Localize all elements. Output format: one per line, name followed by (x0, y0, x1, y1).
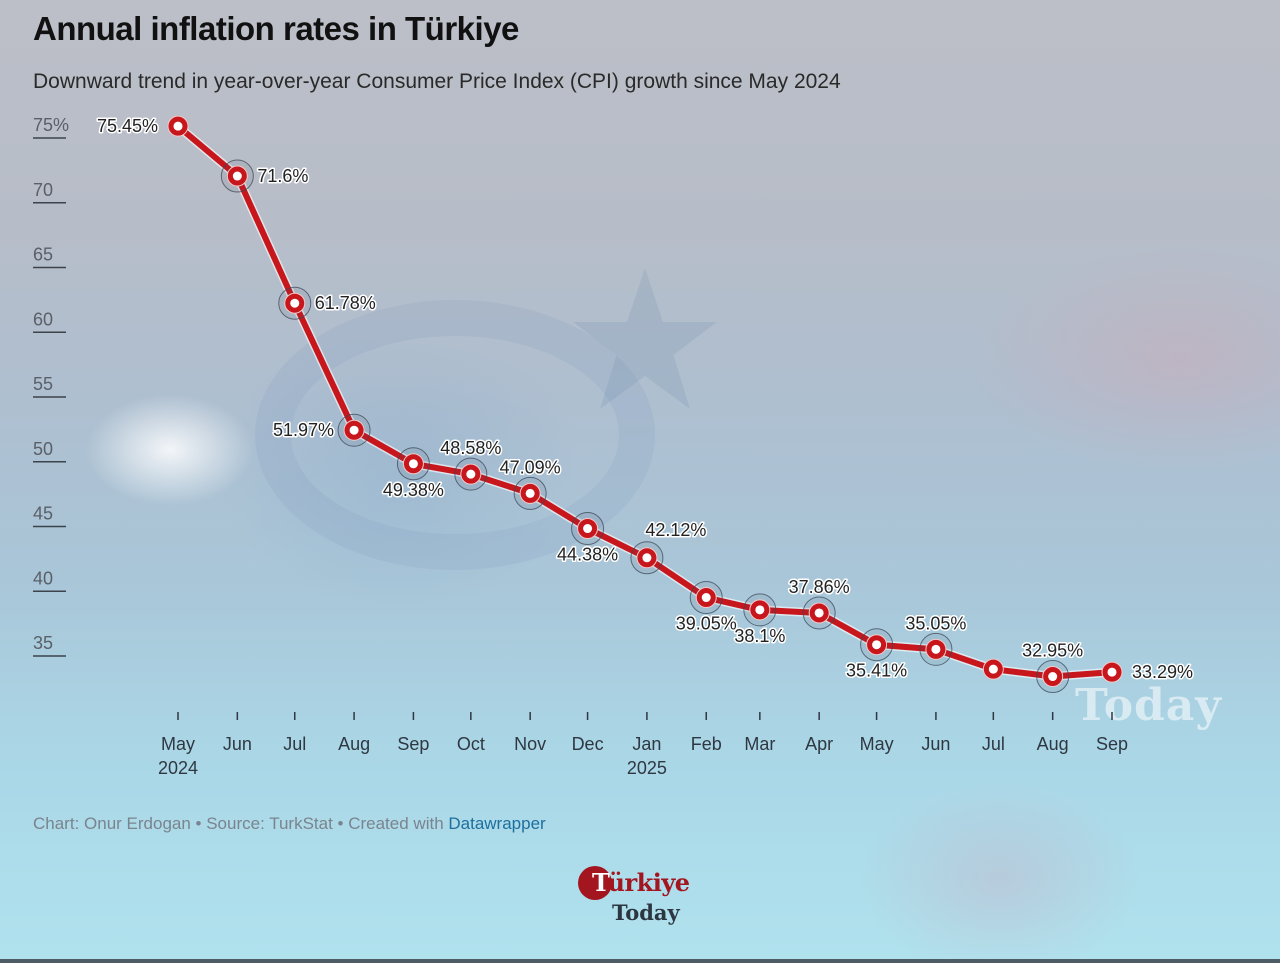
chart-subtitle: Downward trend in year-over-year Consume… (33, 70, 841, 93)
x-tick-label: Feb (691, 734, 722, 754)
logo-brand-rest: ürkiye (607, 868, 691, 897)
data-label: 38.1% (734, 626, 785, 646)
data-point[interactable] (802, 596, 836, 630)
data-point[interactable] (1101, 661, 1123, 683)
x-tick-label: Dec (572, 734, 604, 754)
y-tick-label: 65 (33, 245, 53, 265)
data-point[interactable] (396, 447, 430, 481)
data-label: 42.12% (645, 520, 706, 540)
y-tick-label: 70 (33, 180, 53, 200)
point-marker-center (173, 121, 183, 131)
x-tick-label: Sep (397, 734, 429, 754)
y-tick-label: 45 (33, 504, 53, 524)
x-tick-label: Sep (1096, 734, 1128, 754)
turkiye-today-logo[interactable]: Türkiye Today (578, 866, 708, 932)
data-label: 51.97% (273, 420, 334, 440)
point-marker-center (1048, 672, 1058, 682)
point-marker-center (232, 171, 242, 181)
data-point[interactable] (513, 476, 547, 510)
data-point[interactable] (220, 159, 254, 193)
point-marker-center (466, 469, 476, 479)
data-label: 37.86% (789, 577, 850, 597)
x-tick-label: Jul (982, 734, 1005, 754)
series-cpi (167, 115, 1123, 694)
data-label: 32.95% (1022, 641, 1083, 661)
data-point[interactable] (919, 632, 953, 666)
data-point[interactable] (982, 658, 1004, 680)
data-label: 39.05% (676, 614, 737, 634)
x-tick-label: May (860, 734, 894, 754)
y-tick-label: 55 (33, 374, 53, 394)
x-tick-year-label: 2025 (627, 758, 667, 778)
data-point[interactable] (743, 593, 777, 627)
series-line (176, 123, 1113, 680)
x-tick-label: Aug (1037, 734, 1069, 754)
data-label: 75.45% (97, 116, 158, 136)
point-marker-center (931, 644, 941, 654)
x-tick-year-label: 2024 (158, 758, 198, 778)
data-point[interactable] (278, 286, 312, 320)
y-tick-label: 35 (33, 633, 53, 653)
logo-brand: Türkiye (592, 868, 690, 897)
logo-first-letter: T (592, 868, 608, 897)
data-point[interactable] (630, 541, 664, 575)
x-tick-label: May (161, 734, 195, 754)
data-label: 47.09% (500, 457, 561, 477)
x-tick-label: Mar (744, 734, 775, 754)
y-tick-label: 40 (33, 568, 53, 588)
line-chart: 75% 70 65 60 55 50 45 40 35 May 2024 Jun Jul Aug Sep O… (33, 115, 1195, 778)
x-tick-label: Oct (457, 734, 485, 754)
bottom-border (0, 959, 1280, 963)
x-tick-label: Apr (805, 734, 833, 754)
point-marker-center (290, 298, 300, 308)
point-marker-center (349, 425, 359, 435)
series-line-halo (175, 122, 1113, 681)
data-point[interactable] (1036, 660, 1070, 694)
data-label: 71.6% (257, 166, 308, 186)
y-axis: 75% 70 65 60 55 50 45 40 35 (33, 115, 69, 657)
point-marker-center (701, 593, 711, 603)
footer-credit: Chart: Onur Erdogan • Source: TurkStat •… (33, 814, 449, 833)
data-label: 35.05% (905, 613, 966, 633)
x-tick-label: Jun (223, 734, 252, 754)
chart-footer: Chart: Onur Erdogan • Source: TurkStat •… (33, 814, 546, 834)
data-point[interactable] (454, 457, 488, 491)
x-tick-label: Aug (338, 734, 370, 754)
x-axis: May 2024 Jun Jul Aug Sep Oct Nov Dec Jan 2025 Feb Ma… (158, 712, 1128, 778)
y-tick-label: 75% (33, 115, 69, 135)
data-point[interactable] (689, 581, 723, 615)
point-marker-center (755, 605, 765, 615)
point-marker-center (408, 459, 418, 469)
y-tick-label: 60 (33, 309, 53, 329)
data-point[interactable] (167, 115, 189, 137)
point-marker-center (1107, 667, 1117, 677)
point-marker-center (872, 640, 882, 650)
datawrapper-link[interactable]: Datawrapper (448, 814, 546, 833)
point-marker-center (642, 553, 652, 563)
today-watermark: Today (1075, 680, 1222, 731)
y-tick-label: 50 (33, 439, 53, 459)
x-tick-label: Jul (283, 734, 306, 754)
point-marker-center (525, 488, 535, 498)
data-label: 48.58% (440, 438, 501, 458)
data-label: 35.41% (846, 661, 907, 681)
data-label: 33.29% (1132, 662, 1193, 682)
data-point[interactable] (337, 413, 371, 447)
data-point[interactable] (571, 512, 605, 546)
data-label: 61.78% (315, 293, 376, 313)
point-marker-center (583, 524, 593, 534)
x-tick-label: Jan (632, 734, 661, 754)
data-label: 44.38% (557, 545, 618, 565)
data-point[interactable] (860, 628, 894, 662)
data-labels: 75.45% 71.6% 61.78% 51.97% 49.38% 48.58%47.09… (95, 115, 1194, 684)
chart-title: Annual inflation rates in Türkiye (33, 10, 519, 47)
data-label: 49.38% (383, 480, 444, 500)
logo-circle-icon (578, 866, 612, 900)
point-marker-center (814, 608, 824, 618)
logo-sub: Today (612, 900, 680, 925)
x-tick-label: Jun (921, 734, 950, 754)
point-marker-center (988, 664, 998, 674)
x-tick-label: Nov (514, 734, 546, 754)
